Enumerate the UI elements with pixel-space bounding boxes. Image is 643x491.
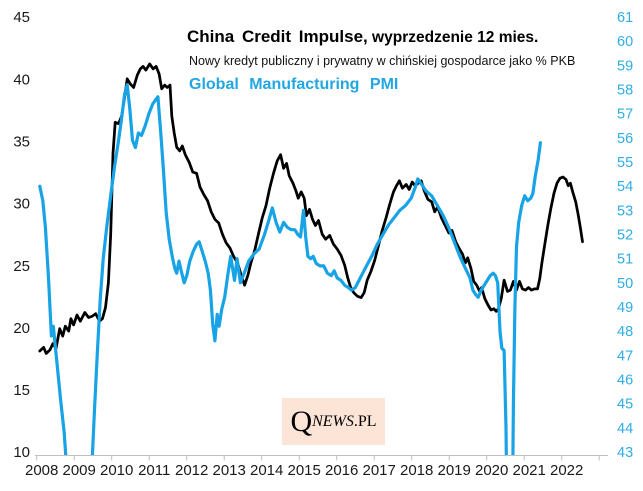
left-axis-tick-label: 45 — [13, 9, 30, 26]
x-axis-tick-label: 2011 — [138, 462, 170, 479]
right-axis-tick-label: 48 — [617, 324, 633, 340]
chart-title: China Credit Impulse, wyprzedzenie 12 mi… — [187, 27, 538, 47]
chart-subtitle: Nowy kredyt publiczny i prywatny w chińs… — [189, 54, 576, 68]
right-axis-tick-label: 53 — [617, 203, 633, 219]
right-axis-tick-label: 60 — [617, 34, 633, 50]
right-axis-tick-label: 43 — [617, 445, 633, 461]
x-axis-tick-label: 2020 — [475, 462, 508, 479]
right-axis-tick-label: 57 — [617, 107, 633, 123]
left-axis-tick-label: 20 — [13, 320, 30, 337]
x-axis-tick-label: 2012 — [175, 462, 208, 479]
watermark-pl-text: .PL — [353, 412, 377, 430]
x-axis-tick-label: 2019 — [438, 462, 471, 479]
x-axis-tick-label: 2015 — [288, 462, 321, 479]
pmi-line — [38, 83, 543, 455]
x-axis-tick-label: 2021 — [513, 462, 546, 479]
x-axis-tick-label: 2017 — [363, 462, 396, 479]
right-axis-tick-label: 44 — [617, 421, 633, 437]
right-axis-tick-label: 54 — [617, 179, 633, 195]
right-axis-tick-label: 45 — [617, 397, 633, 413]
credit-impulse-line — [38, 62, 584, 355]
right-axis-tick-label: 52 — [617, 228, 633, 244]
right-axis-tick-label: 47 — [617, 348, 633, 364]
x-axis-tick-label: 2014 — [250, 462, 283, 479]
chart-title-note: wyprzedzenie 12 mies. — [367, 29, 539, 46]
left-axis-tick-label: 15 — [13, 382, 30, 399]
x-axis-tick-label: 2022 — [550, 462, 583, 479]
x-axis-tick-label: 2008 — [25, 462, 58, 479]
watermark-q-letter: Q — [290, 404, 313, 438]
left-axis-tick-label: 25 — [13, 258, 30, 275]
pmi-series-label: Global Manufacturing PMI — [189, 76, 399, 93]
left-axis-tick-label: 40 — [13, 71, 30, 88]
right-axis-tick-label: 51 — [617, 252, 633, 268]
right-axis-tick-label: 58 — [617, 83, 633, 99]
left-axis-tick-label: 10 — [13, 444, 30, 461]
right-axis-tick-label: 56 — [617, 131, 633, 147]
left-axis-tick-label: 30 — [13, 196, 30, 213]
left-axis-tick-label: 35 — [13, 133, 30, 150]
right-axis-tick-label: 59 — [617, 58, 633, 74]
x-axis-tick-label: 2010 — [100, 462, 133, 479]
right-axis-tick-label: 50 — [617, 276, 633, 292]
right-axis-tick-label: 46 — [617, 373, 633, 389]
x-axis-tick-label: 2009 — [63, 462, 96, 479]
x-axis-tick-label: 2013 — [213, 462, 246, 479]
right-axis-tick-label: 49 — [617, 300, 633, 316]
watermark-news-text: NEWS — [312, 412, 354, 430]
right-axis-tick-label: 55 — [617, 155, 633, 171]
chart-title-main: China Credit Impulse, — [187, 27, 368, 46]
qnews-watermark: Q NEWS .PL — [282, 398, 385, 445]
x-axis-tick-label: 2018 — [400, 462, 433, 479]
x-axis-tick-label: 2016 — [325, 462, 358, 479]
right-axis-tick-label: 61 — [617, 10, 633, 26]
